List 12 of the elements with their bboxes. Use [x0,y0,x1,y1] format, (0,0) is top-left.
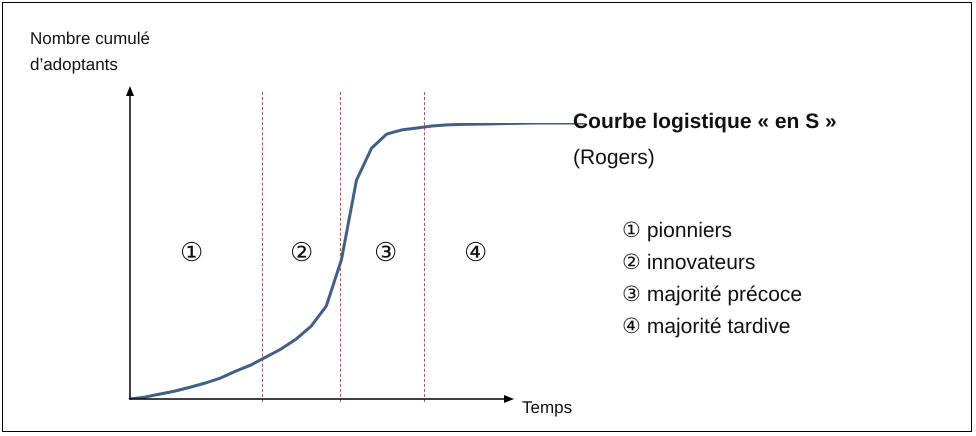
text: ③ majorité précoce [622,282,802,307]
annotation: ③ [374,238,398,268]
text: ④ majorité tardive [622,314,790,339]
annotation: ② [290,238,314,268]
annotation: ④ [464,238,488,268]
annotation: ① [180,238,204,268]
y-axis-title: Nombre cumulé d’adoptants [30,28,151,76]
text: ① pionniers [622,218,732,243]
text: Courbe logistique « en S » [573,110,837,134]
x-axis-title: Temps [522,398,572,418]
text: ② innovateurs [622,250,756,275]
text: (Rogers) [573,146,655,170]
